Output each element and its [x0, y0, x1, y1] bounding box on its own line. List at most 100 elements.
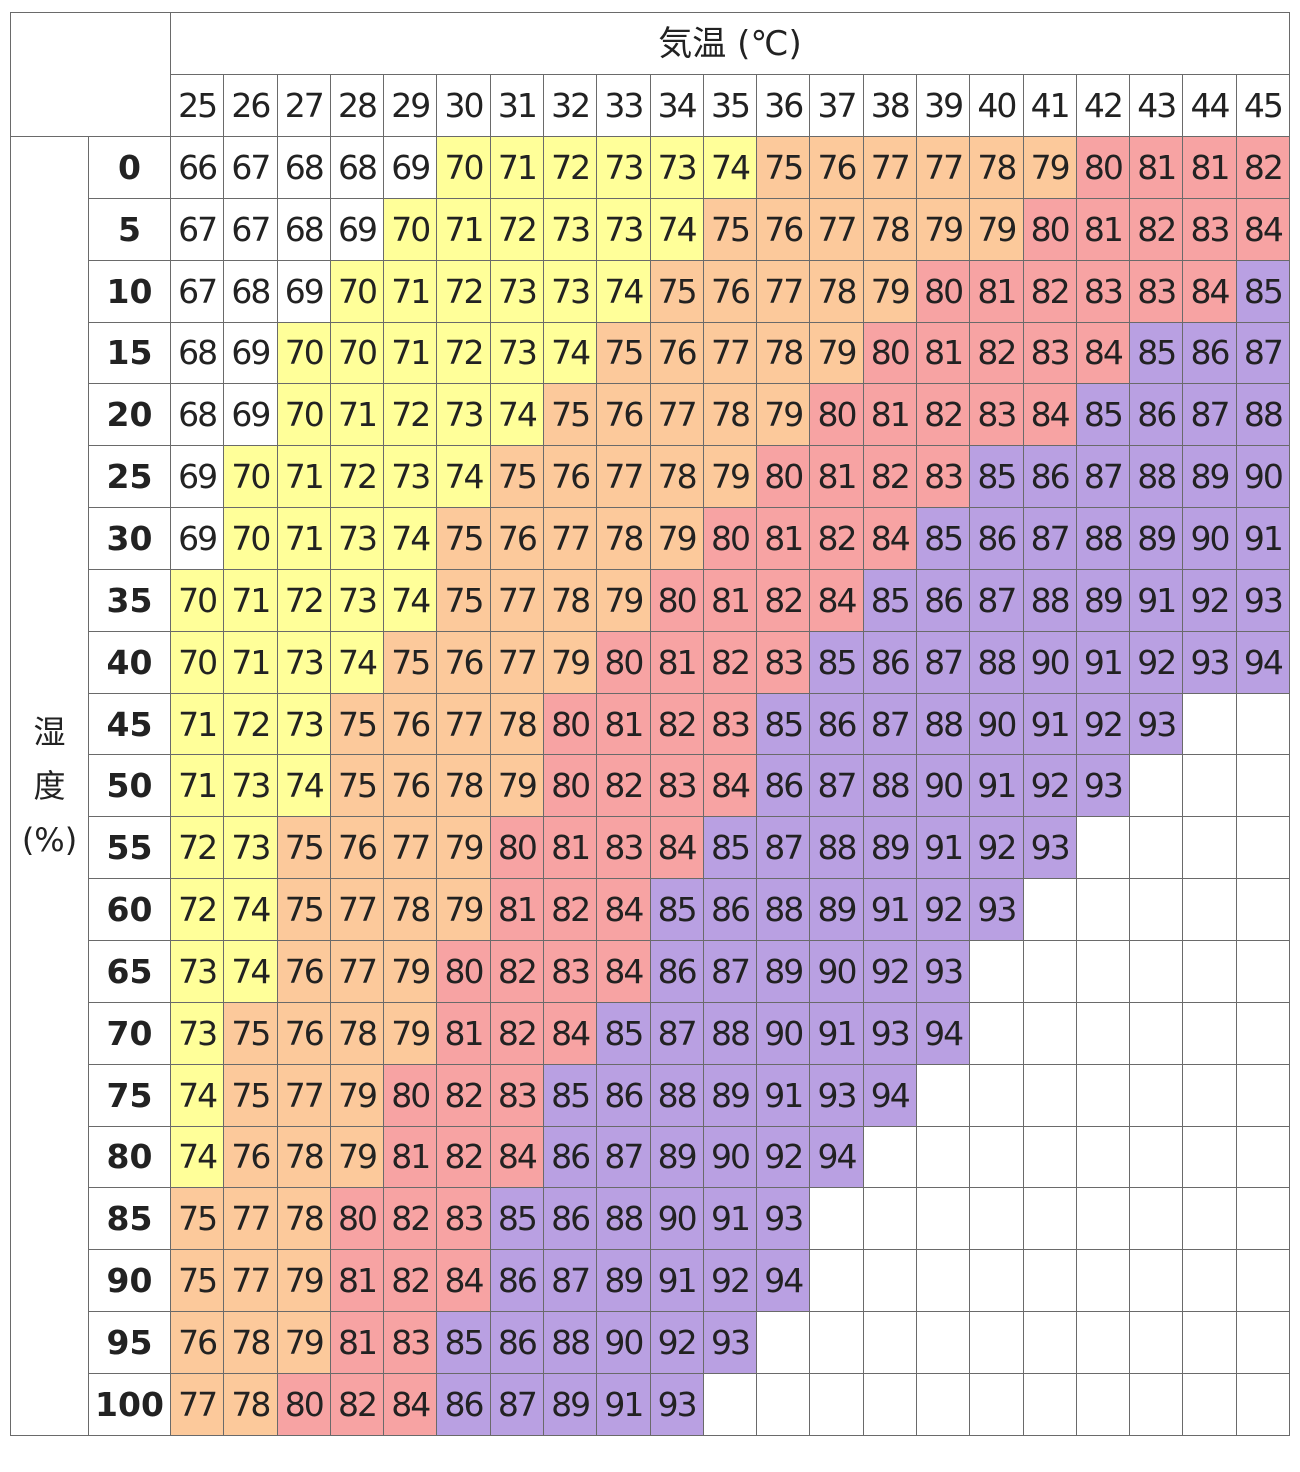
column-header: 43 [1129, 74, 1184, 137]
empty-cell [1129, 1249, 1184, 1313]
cell: 83 [383, 1311, 438, 1374]
cell: 76 [809, 136, 864, 199]
empty-cell [1022, 1001, 1077, 1065]
cell: 85 [436, 1311, 491, 1374]
cell: 71 [436, 197, 491, 261]
empty-cell [1022, 1063, 1077, 1127]
column-header: 34 [649, 74, 704, 137]
cell: 80 [702, 507, 758, 570]
cell: 85 [649, 878, 704, 941]
cell: 82 [329, 1372, 385, 1436]
cell: 81 [329, 1311, 385, 1374]
cell: 90 [809, 939, 864, 1003]
cell: 74 [383, 568, 438, 632]
cell: 81 [649, 630, 704, 694]
cell: 77 [649, 383, 704, 447]
empty-cell [862, 1187, 917, 1251]
cell: 87 [1182, 383, 1237, 447]
data-row: 40 70 71 73 74 75 76 77 79 80 81 82 83 85 86 87 88 90 91 92… [11, 630, 1291, 694]
cell: 82 [383, 1249, 438, 1313]
cell: 76 [596, 383, 651, 447]
cell: 71 [383, 321, 438, 385]
cell: 87 [809, 754, 864, 818]
cell: 80 [915, 259, 971, 323]
cell: 82 [756, 568, 811, 632]
row-header: 25 [88, 445, 171, 509]
cell: 78 [223, 1372, 278, 1436]
cell: 73 [436, 383, 491, 447]
data-row: 5 67 67 68 69 70 71 72 73 73 74 75 76 77 78 79 79 80 81 82 8… [11, 197, 1291, 261]
empty-cell [1182, 878, 1237, 941]
cell: 75 [596, 321, 651, 385]
cell: 92 [969, 816, 1024, 880]
row-header: 10 [88, 259, 171, 323]
empty-cell [1129, 1063, 1184, 1127]
cell: 83 [1182, 197, 1237, 261]
cell: 90 [756, 1001, 811, 1065]
cell: 73 [489, 321, 544, 385]
empty-cell [1182, 754, 1237, 818]
cell: 89 [542, 1372, 598, 1436]
cell: 88 [915, 692, 971, 756]
cell: 81 [542, 816, 598, 880]
row-header: 35 [88, 568, 171, 632]
empty-cell [1129, 1372, 1184, 1436]
empty-cell [969, 1249, 1024, 1313]
row-header: 15 [88, 321, 171, 385]
cell: 75 [436, 568, 491, 632]
cell: 92 [862, 939, 917, 1003]
cell: 90 [1235, 445, 1291, 509]
cell: 85 [1235, 259, 1291, 323]
cell: 72 [383, 383, 438, 447]
column-header: 44 [1182, 74, 1237, 137]
data-row: 85 75 77 78 80 82 83 85 86 88 90 91 93 [11, 1187, 1291, 1251]
cell: 86 [542, 1187, 598, 1251]
cell: 75 [169, 1187, 225, 1251]
cell: 91 [862, 878, 917, 941]
cell: 88 [1022, 568, 1077, 632]
header-row: 気温 (℃) [10, 12, 1291, 137]
cell: 84 [1182, 259, 1237, 323]
cell: 89 [809, 878, 864, 941]
cell: 72 [169, 878, 225, 941]
cell: 76 [223, 1125, 278, 1189]
cell: 75 [276, 816, 331, 880]
cell: 78 [276, 1125, 331, 1189]
cell: 79 [596, 568, 651, 632]
cell: 91 [809, 1001, 864, 1065]
empty-cell [809, 1249, 864, 1313]
cell: 67 [169, 259, 225, 323]
cell: 92 [649, 1311, 704, 1374]
cell: 67 [223, 197, 278, 261]
cell: 67 [169, 197, 225, 261]
cell: 80 [436, 939, 491, 1003]
empty-cell [969, 1125, 1024, 1189]
cell: 77 [329, 878, 385, 941]
cell: 87 [649, 1001, 704, 1065]
cell: 84 [1022, 383, 1077, 447]
cell: 81 [1129, 136, 1184, 199]
data-row: 100 77 78 80 82 84 86 87 89 91 93 [11, 1372, 1291, 1436]
empty-cell [915, 1372, 971, 1436]
cell: 82 [436, 1063, 491, 1127]
cell: 78 [862, 197, 917, 261]
cell: 87 [489, 1372, 544, 1436]
cell: 93 [1075, 754, 1131, 818]
cell: 76 [436, 630, 491, 694]
cell: 84 [383, 1372, 438, 1436]
cell: 93 [1022, 816, 1077, 880]
cell: 82 [915, 383, 971, 447]
cell: 70 [223, 507, 278, 570]
row-header: 80 [88, 1125, 171, 1189]
cell: 69 [276, 259, 331, 323]
empty-cell [1075, 878, 1131, 941]
cell: 79 [702, 445, 758, 509]
cell: 75 [329, 692, 385, 756]
empty-cell [1235, 1125, 1291, 1189]
cell: 77 [169, 1372, 225, 1436]
cell: 77 [915, 136, 971, 199]
cell: 77 [383, 816, 438, 880]
cell: 85 [862, 568, 917, 632]
cell: 78 [276, 1187, 331, 1251]
empty-cell [862, 1249, 917, 1313]
